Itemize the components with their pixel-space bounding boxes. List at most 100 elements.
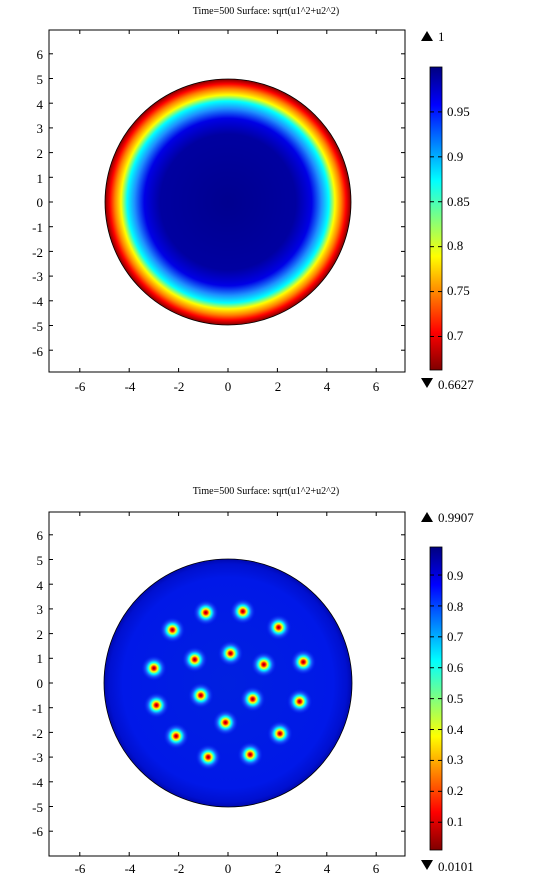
colorbar-1-tick-label: 0.7	[447, 328, 464, 343]
colorbar-2-tick-label: 0.6	[447, 660, 464, 675]
chart-2-y-tick-label: 1	[37, 651, 44, 666]
chart-1-title: Time=500 Surface: sqrt(u1^2+u2^2)	[193, 6, 339, 17]
chart-2-y-tick-label: 4	[37, 578, 44, 593]
chart-2-y-tick-label: 2	[37, 627, 44, 642]
chart-1-y-tick-label: 3	[37, 121, 44, 136]
chart-1-x-tick-label: -6	[75, 379, 86, 394]
chart-1-y-tick-label: 0	[37, 195, 44, 210]
colorbar-2-max-arrow-icon	[421, 512, 433, 522]
vortex-point	[229, 598, 256, 625]
chart-2-y-tick-label: 5	[37, 553, 44, 568]
colorbar-2-tick-label: 0.8	[447, 599, 463, 614]
vortex-point	[266, 720, 293, 747]
vortex-point	[195, 744, 222, 771]
chart-2-y-tick-label: -6	[32, 824, 43, 839]
colorbar-1-tick-label: 0.85	[447, 194, 470, 209]
colorbar-2-tick-label: 0.5	[447, 691, 463, 706]
colorbar-1	[429, 66, 443, 371]
vortex-point	[290, 649, 317, 675]
colorbar-2-tick-labels: 0.9 0.8 0.7 0.6 0.5 0.4 0.3 0.2 0.1	[447, 568, 464, 829]
vortex-point	[187, 682, 214, 709]
chart-2-title: Time=500 Surface: sqrt(u1^2+u2^2)	[193, 486, 339, 497]
chart-1-y-tick-label: 6	[37, 47, 44, 62]
chart-1-y-tick-label: -3	[32, 269, 43, 284]
chart-1-x-tick-label: -2	[174, 379, 185, 394]
colorbar-2-tick-marks	[430, 574, 442, 823]
chart-1-x-tick-label: 2	[275, 379, 282, 394]
chart-1-y-tick-label: -6	[32, 344, 43, 359]
vortex-point	[239, 686, 266, 713]
chart-1-y-tick-label: 2	[37, 146, 44, 161]
chart-1-x-tick-label: -4	[125, 379, 136, 394]
chart-2-x-tick-label: 2	[275, 861, 282, 876]
vortex-point	[250, 651, 277, 678]
chart-1-x-axis: -6 -4 -2 0 2 4 6	[75, 379, 380, 394]
chart-2-heatmap-disk	[104, 559, 352, 807]
chart-2-x-tick-label: -6	[75, 861, 86, 876]
chart-2-y-tick-label: -5	[32, 800, 43, 815]
chart-1-y-tick-label: -1	[32, 220, 43, 235]
colorbar-1-min-arrow-icon	[421, 378, 433, 388]
chart-2-y-tick-label: 6	[37, 528, 44, 543]
chart-1-x-tick-label: 4	[324, 379, 331, 394]
colorbar-2-tick-label: 0.7	[447, 629, 464, 644]
colorbar-1-tick-label: 0.8	[447, 238, 463, 253]
colorbar-1-tick-label: 0.9	[447, 149, 463, 164]
chart-1-x-tick-label: 6	[373, 379, 380, 394]
chart-1-y-tick-label: 4	[37, 97, 44, 112]
chart-2-x-tick-label: 0	[225, 861, 232, 876]
chart-2-x-tick-label: 4	[324, 861, 331, 876]
vortex-point	[181, 646, 208, 673]
colorbar-1-max-label: 1	[438, 29, 445, 44]
colorbar-2-tick-label: 0.2	[447, 783, 463, 798]
colorbar-1-tick-labels: 0.95 0.9 0.85 0.8 0.75 0.7	[447, 104, 470, 343]
chart-2-disk-boundary	[103, 558, 353, 808]
chart-2-y-tick-label: -3	[32, 750, 43, 765]
vortex-point	[159, 616, 186, 643]
chart-2-x-tick-label: 6	[373, 861, 380, 876]
chart-2-y-tick-label: -4	[32, 775, 43, 790]
vortex-point	[286, 688, 313, 715]
chart-1-y-axis: 6 5 4 3 2 1 0 -1 -2 -3 -4 -5 -6	[32, 47, 43, 359]
vortex-point	[217, 640, 244, 667]
colorbar-1-tick-label: 0.95	[447, 104, 470, 119]
colorbar-1-min-label: 0.6627	[438, 377, 474, 392]
colorbar-2-min-arrow-icon	[421, 860, 433, 870]
vortex-point	[212, 709, 239, 736]
vortex-point	[163, 723, 190, 750]
colorbar-2-tick-label: 0.9	[447, 568, 463, 583]
chart-1-heatmap-disk	[105, 79, 351, 325]
chart-2: Time=500 Surface: sqrt(u1^2+u2^2) -6 -4 …	[32, 486, 474, 876]
chart-2-vortices	[140, 598, 317, 771]
colorbar-2-tick-label: 0.1	[447, 814, 463, 829]
colorbar-1-tick-marks	[430, 111, 442, 337]
chart-2-x-tick-label: -4	[125, 861, 136, 876]
vortex-point	[192, 599, 219, 626]
chart-1-y-tick-label: 5	[37, 72, 44, 87]
chart-2-y-tick-label: -2	[32, 726, 43, 741]
vortex-point	[143, 692, 170, 719]
chart-2-y-tick-label: 0	[37, 676, 44, 691]
colorbar-2-tick-label: 0.3	[447, 752, 463, 767]
chart-2-y-tick-label: -1	[32, 701, 43, 716]
chart-1-tick-marks	[49, 30, 405, 372]
colorbar-1-tick-label: 0.75	[447, 283, 470, 298]
colorbar-2-tick-label: 0.4	[447, 722, 464, 737]
chart-1-y-tick-label: -4	[32, 294, 43, 309]
chart-1-y-tick-label: -5	[32, 319, 43, 334]
colorbar-1-max-arrow-icon	[421, 31, 433, 41]
colorbar-2-max-label: 0.9907	[438, 510, 474, 525]
chart-2-x-axis: -6 -4 -2 0 2 4 6	[75, 861, 380, 876]
chart-1: Time=500 Surface: sqrt(u1^2+u2^2) -6 -4 …	[32, 6, 474, 394]
chart-2-x-tick-label: -2	[174, 861, 185, 876]
chart-1-disk-boundary	[104, 78, 352, 326]
vortex-point	[237, 741, 264, 768]
chart-1-y-tick-label: 1	[37, 171, 44, 186]
vortex-point	[265, 614, 292, 641]
chart-2-y-tick-label: 3	[37, 602, 44, 617]
colorbar-2-min-label: 0.0101	[438, 859, 474, 874]
chart-2-tick-marks	[49, 512, 405, 856]
chart-1-x-tick-label: 0	[225, 379, 232, 394]
chart-2-y-axis: 6 5 4 3 2 1 0 -1 -2 -3 -4 -5 -6	[32, 528, 43, 839]
